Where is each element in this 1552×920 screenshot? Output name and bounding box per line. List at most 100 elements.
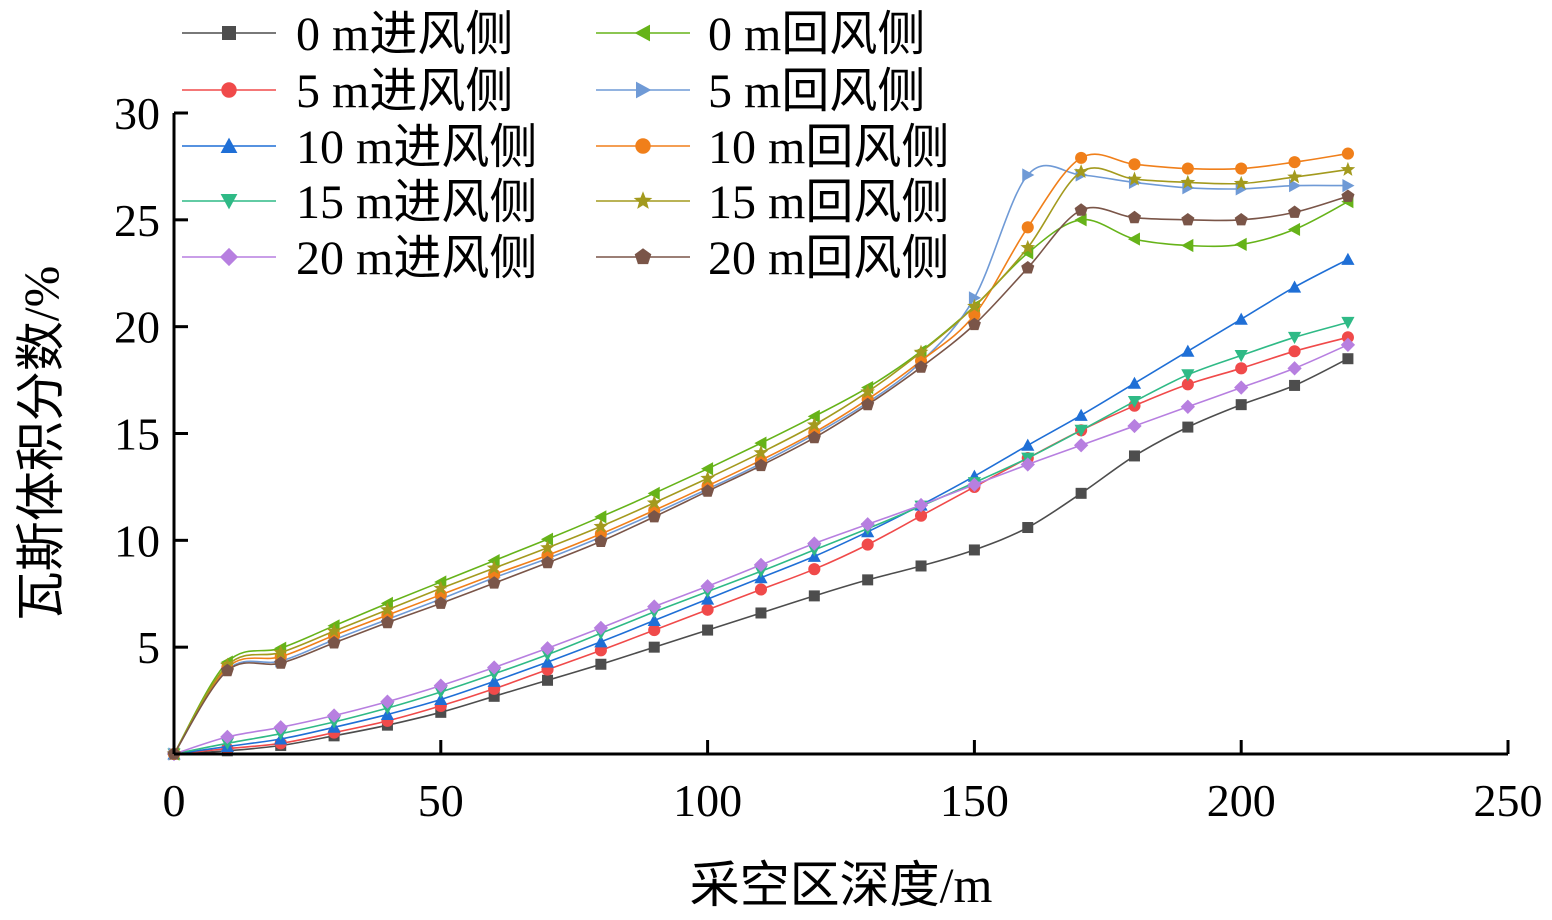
data-point xyxy=(702,624,714,636)
series-line xyxy=(173,344,1349,755)
data-point xyxy=(594,644,607,657)
data-point xyxy=(968,308,981,321)
series-3 xyxy=(167,252,1355,760)
y-tick-label: 20 xyxy=(114,302,160,353)
data-point xyxy=(1182,421,1194,433)
data-point xyxy=(1181,369,1195,382)
data-point xyxy=(968,544,980,556)
legend-label: 15 m进风侧 xyxy=(296,176,537,229)
data-point xyxy=(1234,237,1247,252)
data-point xyxy=(220,663,234,677)
y-tick-label: 30 xyxy=(114,88,160,139)
data-point xyxy=(862,574,874,586)
data-point xyxy=(380,615,394,629)
data-point xyxy=(380,602,395,616)
data-point xyxy=(326,623,342,638)
data-point xyxy=(967,477,982,492)
axes: 0 50 100 150 200 250 5 10 15 20 25 30 xyxy=(114,88,1543,826)
data-point xyxy=(647,613,661,626)
data-point xyxy=(542,674,554,686)
data-point xyxy=(861,397,875,411)
y-tick-label: 25 xyxy=(114,195,160,246)
data-point xyxy=(1021,261,1035,274)
data-point xyxy=(647,599,662,614)
y-ticks: 5 10 15 20 25 30 xyxy=(114,88,188,673)
data-point xyxy=(540,540,555,554)
data-point xyxy=(647,510,661,523)
legend-label: 0 m回风侧 xyxy=(708,8,925,61)
series-9 xyxy=(166,161,1356,761)
legend-entry: 20 m回风侧 xyxy=(596,232,949,285)
data-point xyxy=(913,344,929,359)
data-point xyxy=(808,590,820,602)
data-point xyxy=(1234,213,1248,226)
series-line xyxy=(173,321,1349,755)
data-point xyxy=(1181,378,1194,391)
data-point xyxy=(1341,147,1354,160)
legend-label: 5 m回风侧 xyxy=(708,65,925,118)
legend-entry: 10 m进风侧 xyxy=(182,121,537,174)
data-point xyxy=(1342,353,1354,365)
data-point xyxy=(861,538,874,551)
legend-marker xyxy=(220,194,238,210)
data-point xyxy=(1073,438,1089,453)
legend-entry: 0 m回风侧 xyxy=(596,8,925,61)
data-point xyxy=(754,436,767,450)
data-point xyxy=(487,554,500,568)
data-point xyxy=(915,560,927,572)
data-point xyxy=(487,674,501,687)
data-point xyxy=(700,579,715,594)
data-point xyxy=(1234,380,1249,395)
x-tick-label: 50 xyxy=(418,775,464,826)
data-point xyxy=(1287,331,1302,344)
data-point xyxy=(380,596,393,610)
legend-marker xyxy=(634,24,650,42)
data-point xyxy=(1341,189,1355,202)
x-tick-label: 150 xyxy=(940,775,1009,826)
data-point xyxy=(646,495,662,510)
data-point xyxy=(1181,213,1195,226)
data-point xyxy=(1180,399,1195,414)
data-point xyxy=(914,509,928,522)
legend-marker xyxy=(636,81,652,99)
data-point xyxy=(594,510,607,524)
y-tick-label: 10 xyxy=(114,515,160,566)
data-point xyxy=(1235,162,1248,175)
data-point xyxy=(1128,450,1140,462)
series-10 xyxy=(167,189,1355,760)
data-point xyxy=(1074,203,1088,216)
data-point xyxy=(914,360,928,373)
data-point xyxy=(1020,457,1035,472)
series-line xyxy=(173,258,1349,755)
data-point xyxy=(1288,345,1301,358)
data-point xyxy=(1127,376,1142,389)
data-point xyxy=(435,706,447,718)
data-point xyxy=(1287,222,1301,237)
data-point xyxy=(754,458,768,472)
data-point xyxy=(540,532,554,546)
data-point xyxy=(1234,350,1248,363)
data-point xyxy=(808,563,821,576)
data-point xyxy=(486,560,502,575)
data-point xyxy=(380,694,395,709)
data-point xyxy=(1181,162,1194,175)
x-tick-label: 200 xyxy=(1207,775,1276,826)
data-point xyxy=(1074,408,1088,421)
legend-marker xyxy=(219,247,239,267)
data-point xyxy=(1289,379,1301,391)
data-point xyxy=(1287,169,1302,184)
legend-entry: 20 m进风侧 xyxy=(182,232,537,285)
data-point xyxy=(701,484,715,497)
data-point xyxy=(593,620,609,636)
x-ticks: 0 50 100 150 200 250 xyxy=(163,740,1543,826)
data-point xyxy=(648,624,661,637)
data-point xyxy=(434,692,448,706)
legend-marker xyxy=(220,137,238,153)
data-point xyxy=(967,317,981,331)
legend-entry: 15 m回风侧 xyxy=(596,176,949,229)
legend-label: 10 m进风侧 xyxy=(296,121,537,174)
data-point xyxy=(541,555,555,569)
data-point xyxy=(1341,316,1355,329)
data-point xyxy=(327,636,341,649)
